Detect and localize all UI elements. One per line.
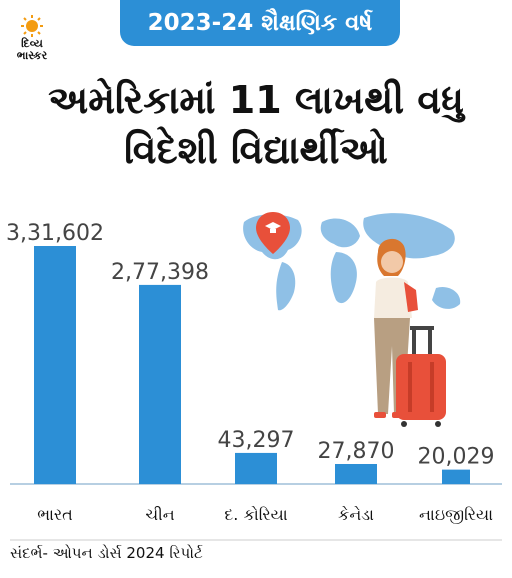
bar-1 [139,284,181,484]
sun-icon [21,15,43,37]
bar-3 [335,463,377,484]
category-label-2: દ. કોરિયા [224,505,287,524]
student-traveller-illustration [374,238,446,427]
value-label-4: 20,029 [418,445,495,470]
bar-4 [442,469,470,484]
brand-logo: દિવ્ય ભાસ્કર [10,14,54,62]
value-label-2: 43,297 [218,428,295,453]
bar-2 [235,452,277,484]
pin-icon [256,212,290,254]
category-label-1: ચીન [145,505,174,524]
headline-line-1: અમેરિકામાં 11 લાખથી વધુ [48,78,464,122]
value-label-1: 2,77,398 [111,260,209,285]
source-note: સંદર્ભ- ઓપન ડોર્સ 2024 રિપોર્ટ [10,544,203,562]
category-label-3: કેનેડા [338,505,374,524]
brand-line-2: ભાસ્કર [16,49,48,62]
headline-line-2: વિદેશી વિદ્યાર્થીઓ [124,128,388,172]
value-label-3: 27,870 [318,439,395,464]
category-label-4: નાઇજીરિયા [419,505,493,524]
category-label-0: ભારત [37,505,73,524]
bar-0 [34,246,76,484]
value-label-0: 3,31,602 [6,221,104,246]
year-banner: 2023-24 શૈક્ષણિક વર્ષ [120,0,400,46]
brand-line-1: દિવ્ય [21,37,43,50]
